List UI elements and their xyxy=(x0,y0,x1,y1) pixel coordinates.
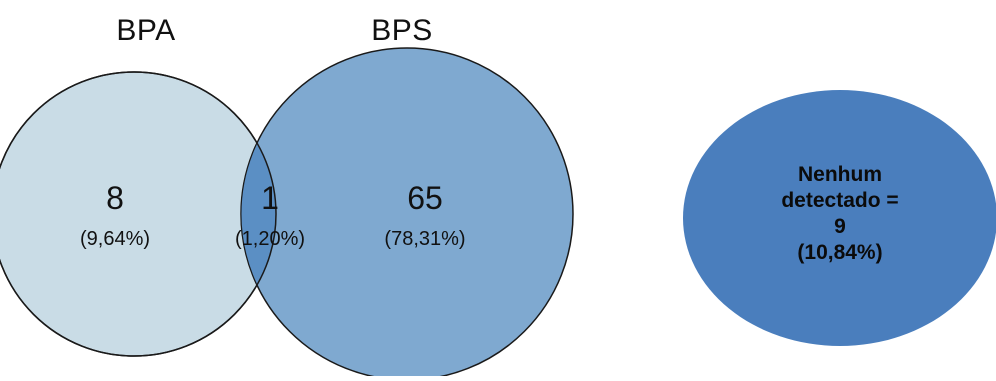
none-detected-label: Nenhum detectado = 9 (10,84%) xyxy=(750,162,930,266)
circle-bpa-outline xyxy=(0,71,277,357)
none-detected-line4: (10,84%) xyxy=(797,241,883,264)
intersection-percent: (1,20%) xyxy=(234,228,306,250)
set-b-count: 65 xyxy=(407,180,443,216)
none-detected-line2: detectado = xyxy=(781,189,899,212)
none-detected-ellipse xyxy=(683,90,996,346)
set-a-count: 8 xyxy=(106,180,124,216)
none-detected-line3: 9 xyxy=(834,215,846,238)
set-b-title: BPS xyxy=(371,14,433,47)
intersection-region xyxy=(240,72,276,356)
set-b-percent: (78,31%) xyxy=(384,228,466,250)
intersection-count: 1 xyxy=(261,180,279,216)
set-a-percent: (9,64%) xyxy=(79,228,151,250)
none-detected-line1: Nenhum xyxy=(798,163,882,186)
set-a-title: BPA xyxy=(116,14,176,47)
